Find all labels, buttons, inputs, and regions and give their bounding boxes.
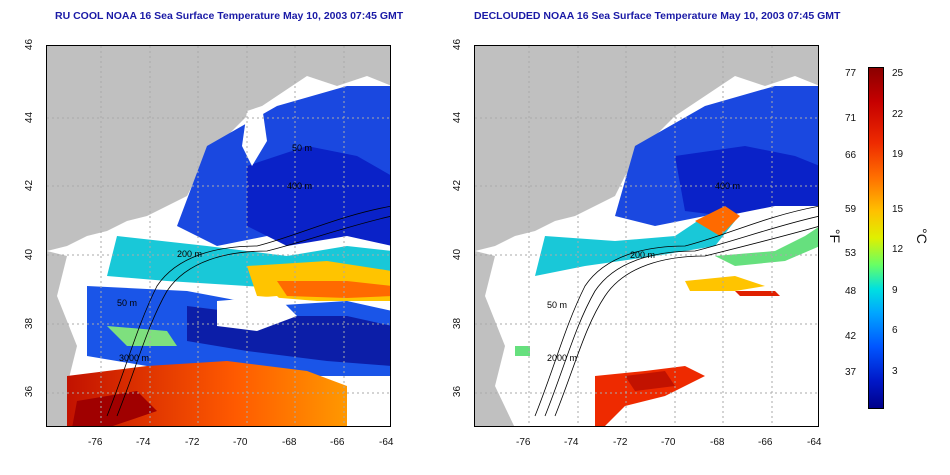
colorbar-f-tick: 66: [845, 150, 857, 161]
contour-label-3000m: 3000 m: [119, 353, 149, 363]
right-x-tick: -64: [807, 437, 822, 448]
left-y-tick: 38: [24, 317, 36, 330]
left-x-tick: -68: [282, 437, 297, 448]
left-y-tick: 46: [24, 38, 36, 51]
contour-label-50m: 50 m: [547, 300, 567, 310]
right-x-tick: -76: [516, 437, 531, 448]
contour-label-200m: 200 m: [630, 250, 655, 260]
colorbar-c-tick: 9: [892, 285, 898, 296]
temperature-colorbar: [868, 67, 884, 409]
right-y-tick: 36: [452, 385, 464, 398]
left-x-tick: -66: [330, 437, 345, 448]
right-sst-map: 400 m 200 m 50 m 2000 m: [474, 45, 819, 427]
left-sst-map: 400 m 200 m 50 m 3000 m 50 m: [46, 45, 391, 427]
left-y-tick: 44: [24, 111, 36, 124]
colorbar-c-tick: 15: [892, 204, 904, 215]
colorbar-f-tick: 48: [845, 286, 857, 297]
right-y-tick: 38: [452, 317, 464, 330]
colorbar-c-tick: 12: [892, 244, 904, 255]
right-x-tick: -68: [710, 437, 725, 448]
right-y-tick: 42: [452, 179, 464, 192]
colorbar-c-tick: 3: [892, 366, 898, 377]
right-x-tick: -70: [661, 437, 676, 448]
contour-label-400m: 400 m: [715, 181, 740, 191]
colorbar-unit-celsius: °C: [913, 228, 930, 244]
right-y-tick: 46: [452, 38, 464, 51]
left-x-tick: -74: [136, 437, 151, 448]
colorbar-c-tick: 22: [892, 109, 904, 120]
left-y-tick: 36: [24, 385, 36, 398]
colorbar-f-tick: 42: [845, 331, 857, 342]
right-x-tick: -74: [564, 437, 579, 448]
colorbar-c-tick: 6: [892, 325, 898, 336]
contour-label-200m: 200 m: [177, 249, 202, 259]
left-x-tick: -72: [185, 437, 200, 448]
contour-label-2000m: 2000 m: [547, 353, 577, 363]
left-map-title: RU COOL NOAA 16 Sea Surface Temperature …: [55, 10, 404, 22]
contour-label-400m: 400 m: [287, 181, 312, 191]
colorbar-f-tick: 37: [845, 367, 857, 378]
colorbar-f-tick: 53: [845, 248, 857, 259]
left-x-tick: -64: [379, 437, 394, 448]
colorbar-c-tick: 25: [892, 68, 904, 79]
colorbar-unit-fahrenheit: °F: [827, 228, 844, 244]
left-y-tick: 42: [24, 179, 36, 192]
left-x-tick: -76: [88, 437, 103, 448]
right-x-tick: -72: [613, 437, 628, 448]
right-y-tick: 44: [452, 111, 464, 124]
left-y-tick: 40: [24, 248, 36, 261]
right-x-tick: -66: [758, 437, 773, 448]
colorbar-f-tick: 59: [845, 204, 857, 215]
contour-label-50m-b: 50 m: [292, 143, 312, 153]
left-x-tick: -70: [233, 437, 248, 448]
colorbar-f-tick: 71: [845, 113, 857, 124]
colorbar-f-tick: 77: [845, 68, 857, 79]
right-map-title: DECLOUDED NOAA 16 Sea Surface Temperatur…: [474, 10, 841, 22]
colorbar-c-tick: 19: [892, 149, 904, 160]
contour-label-50m: 50 m: [117, 298, 137, 308]
right-y-tick: 40: [452, 248, 464, 261]
